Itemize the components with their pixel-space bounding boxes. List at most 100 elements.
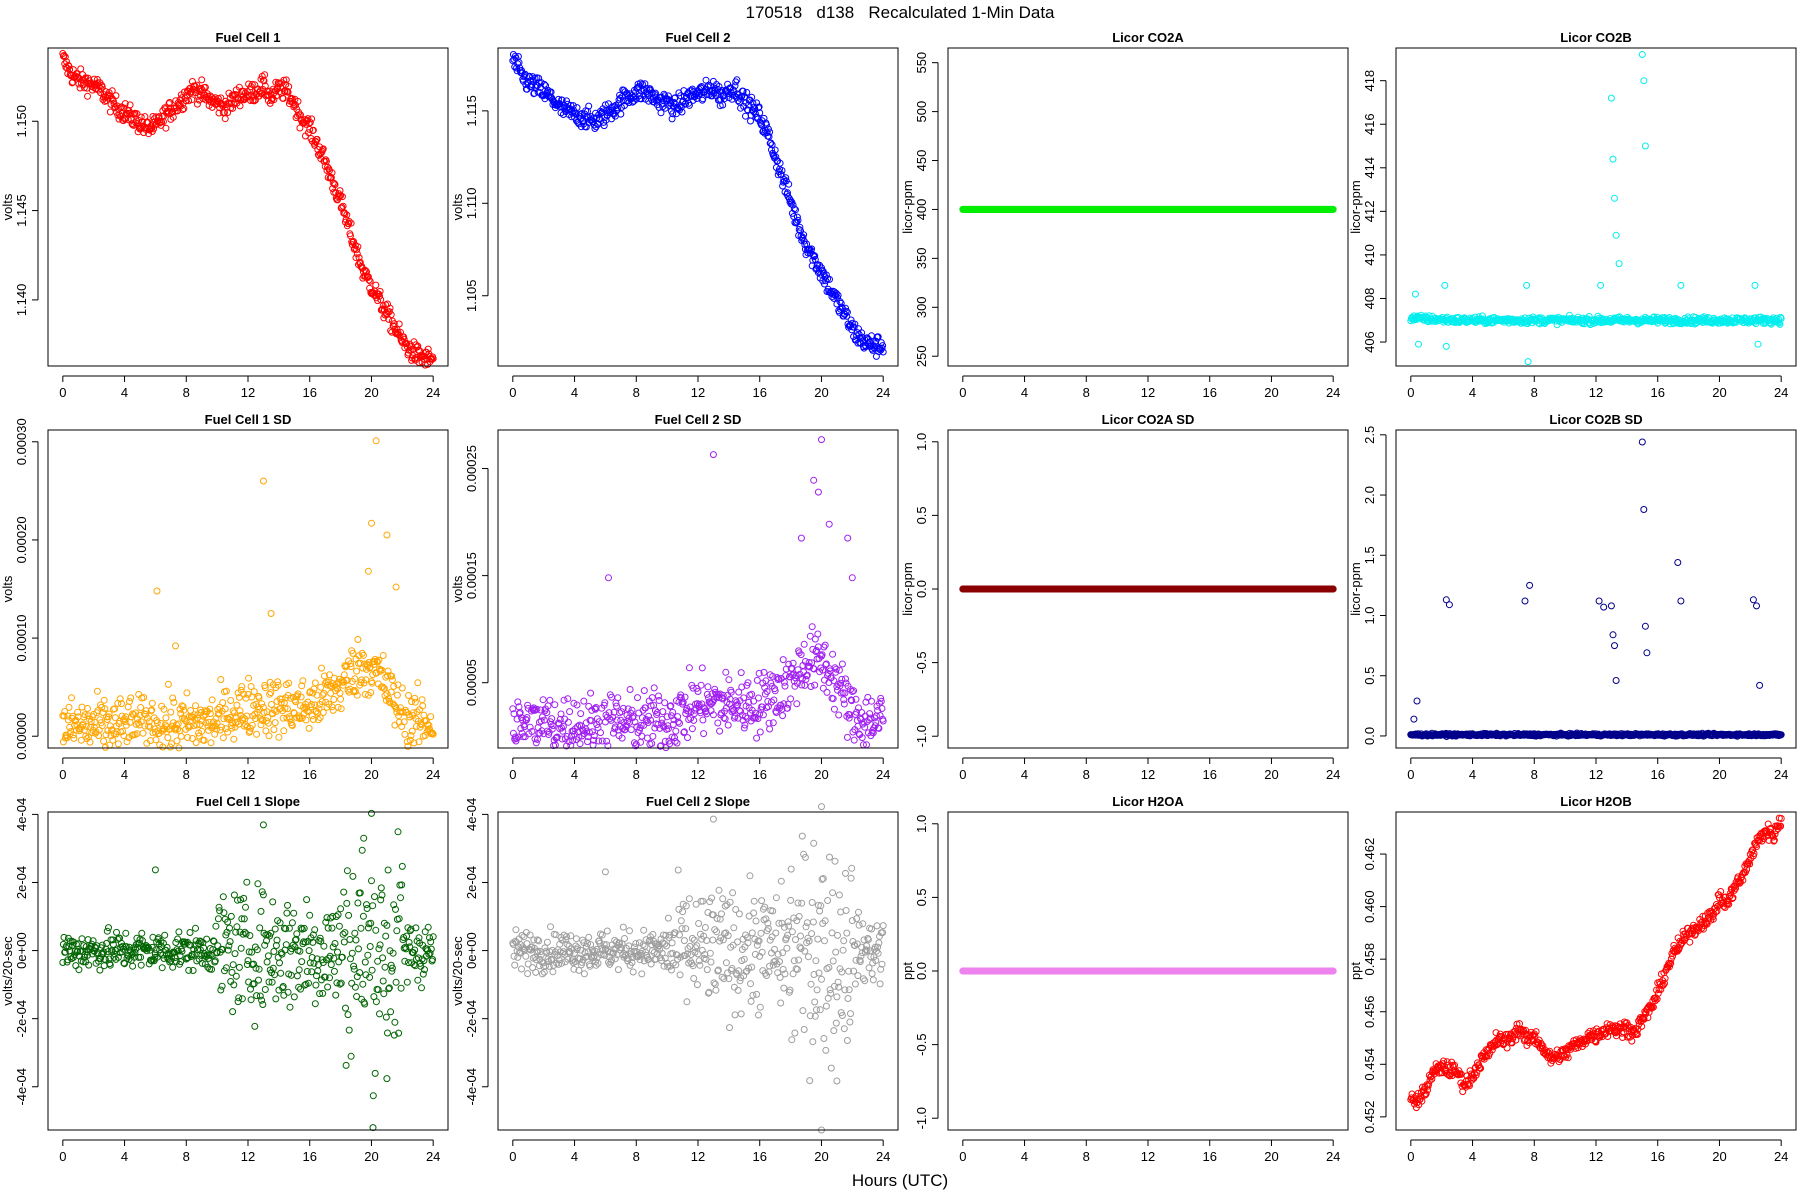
outlier-point [1523,281,1531,289]
panel-title: Licor CO2A SD [1102,412,1195,427]
data-point [793,213,801,221]
data-point [763,121,770,129]
data-point [59,738,67,746]
y-tick-label: 414 [1362,157,1377,179]
data-point [759,711,767,719]
data-point [661,699,669,707]
data-point [65,62,73,70]
y-tick-label: 300 [914,296,929,318]
outlier-point [1677,281,1685,289]
data-point [767,139,775,147]
data-point [159,743,167,751]
outlier-point [383,531,391,539]
data-points [59,50,437,369]
data-point [121,718,129,725]
y-tick-label: 0.00015 [464,552,479,599]
data-point [162,124,170,132]
data-point [309,126,317,134]
data-point [359,651,367,659]
data-point [179,703,187,711]
x-tick-label: 8 [1531,385,1538,400]
y-axis: -1.0-0.50.00.51.0 [914,433,939,747]
data-point [269,85,277,93]
data-point [101,705,109,713]
x-axis: 0 4 8 12 16 20 24 [509,757,890,782]
data-point [811,252,819,260]
data-point [207,739,215,747]
x-tick-label: 16 [1202,385,1216,400]
data-point [70,734,78,742]
outlier-point [1609,155,1617,163]
data-point [835,711,843,719]
data-point [724,721,732,729]
y-tick-label: -0.5 [914,651,929,673]
data-point [227,697,235,704]
data-point [776,159,784,167]
outlier-point [709,451,717,459]
outlier-point [818,436,825,444]
y-tick-label: 0.00000 [14,713,29,760]
x-tick-label: 24 [1326,385,1340,400]
data-point [742,112,749,120]
y-tick-label: 450 [914,150,929,172]
x-tick-label: 12 [691,767,705,782]
y-tick-label: 0.5 [914,506,929,524]
data-point [186,722,194,730]
data-point [532,739,540,747]
data-point [174,720,182,728]
x-tick-label: 12 [1589,385,1603,400]
data-point [843,312,851,320]
data-point [145,722,153,730]
outlier-point [605,574,612,582]
data-point [354,243,362,251]
data-point [563,97,570,105]
outlier-point [1641,142,1649,150]
outlier-point [1411,290,1419,298]
data-point [814,630,822,638]
data-point [573,104,581,112]
data-point [238,683,246,691]
data-point [737,669,745,677]
data-point [768,141,776,149]
data-point [640,687,648,695]
data-point [353,691,361,699]
x-tick-label: 24 [876,385,890,400]
data-point [391,721,399,729]
data-point [177,732,185,740]
x-tick-label: 24 [1326,767,1340,782]
data-point [347,219,355,227]
outlier-point [1611,194,1618,202]
outlier-point [259,477,267,485]
y-tick-label: 500 [914,101,929,123]
x-tick-label: 0 [1407,385,1414,400]
data-point [779,182,787,190]
data-point [328,169,336,177]
y-tick-label: 400 [914,199,929,221]
data-point [198,76,206,84]
data-point [521,71,528,79]
data-point [112,92,120,100]
data-point [569,102,577,110]
x-tick-label: 4 [1021,385,1028,400]
data-point [168,740,175,748]
panel-title: Fuel Cell 1 SD [205,412,292,427]
data-point [818,266,826,274]
x-tick-label: 8 [183,385,190,400]
data-points [1407,438,1785,740]
data-point [271,719,279,727]
data-point [345,218,353,225]
x-tick-label: 8 [633,767,640,782]
data-point [793,700,801,708]
data-point [102,731,110,739]
data-point [224,109,232,117]
data-point [669,110,677,118]
y-tick-label: 410 [1362,244,1377,266]
y-tick-label: 0.0 [914,580,929,598]
data-point [275,733,283,741]
data-point [109,736,117,744]
data-point [699,716,707,724]
